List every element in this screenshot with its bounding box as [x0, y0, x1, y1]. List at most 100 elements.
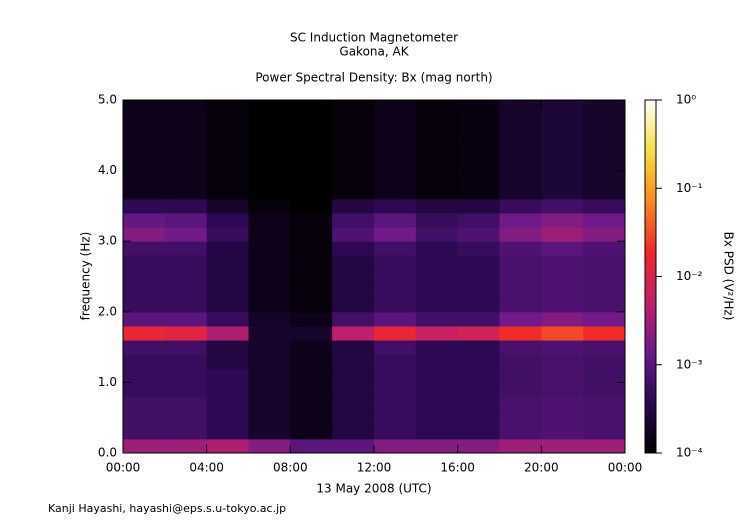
- heatmap-cell: [457, 297, 500, 313]
- heatmap-cell: [541, 142, 584, 157]
- heatmap-cell: [457, 396, 500, 412]
- heatmap-cell: [290, 170, 333, 186]
- heatmap-cell: [123, 424, 166, 440]
- heatmap-cell: [374, 424, 417, 440]
- heatmap-cell: [541, 311, 584, 327]
- heatmap-cell: [374, 340, 417, 355]
- heatmap-cell: [415, 311, 459, 327]
- heatmap-cell: [164, 325, 208, 341]
- heatmap-cell: [164, 128, 208, 143]
- heatmap-cell: [374, 368, 417, 383]
- heatmap-cell: [164, 396, 208, 412]
- heatmap-cell: [290, 354, 333, 369]
- heatmap-cell: [415, 184, 459, 200]
- heatmap-cell: [541, 184, 584, 200]
- heatmap-cell: [248, 255, 291, 270]
- heatmap-cell: [206, 170, 249, 186]
- heatmap-cell: [541, 438, 584, 454]
- heatmap-cell: [374, 325, 417, 341]
- y-tick-label: 4.0: [98, 163, 117, 177]
- heatmap-cell: [206, 410, 249, 426]
- heatmap-cell: [499, 227, 542, 242]
- heatmap-cell: [332, 340, 375, 355]
- heatmap-cell: [290, 156, 333, 172]
- heatmap-cell: [374, 128, 417, 143]
- heatmap-cell: [206, 438, 249, 454]
- heatmap-cell: [457, 382, 500, 398]
- heatmap-cell: [332, 325, 375, 341]
- heatmap-cell: [457, 156, 500, 172]
- heatmap-cell: [206, 255, 249, 270]
- heatmap-cell: [583, 184, 626, 200]
- heatmap-cell: [164, 438, 208, 454]
- heatmap-cell: [415, 410, 459, 426]
- heatmap-cell: [415, 368, 459, 383]
- heatmap-cell: [206, 156, 249, 172]
- heatmap-cell: [332, 142, 375, 157]
- heatmap-cell: [290, 368, 333, 383]
- heatmap-cell: [248, 198, 291, 214]
- heatmap-cell: [206, 283, 249, 299]
- colorbar-label: Bx PSD (V²/Hz): [722, 232, 736, 321]
- heatmap-cell: [248, 297, 291, 313]
- heatmap-cell: [541, 212, 584, 228]
- heatmap-cell: [374, 311, 417, 327]
- heatmap-cell: [290, 100, 333, 115]
- heatmap-cell: [248, 340, 291, 355]
- heatmap-cell: [374, 255, 417, 270]
- heatmap-cell: [541, 382, 584, 398]
- heatmap-cell: [164, 410, 208, 426]
- heatmap-cell: [415, 283, 459, 299]
- heatmap-cell: [374, 114, 417, 129]
- heatmap-cell: [541, 396, 584, 412]
- heatmap-cell: [332, 396, 375, 412]
- colorbar: [644, 99, 657, 454]
- heatmap-cell: [164, 241, 208, 256]
- heatmap-cell: [499, 170, 542, 186]
- heatmap-cell: [248, 410, 291, 426]
- heatmap-cell: [206, 227, 249, 242]
- heatmap-cell: [374, 227, 417, 242]
- x-axis-label: 13 May 2008 (UTC): [316, 482, 431, 496]
- heatmap-cell: [415, 382, 459, 398]
- heatmap-cell: [583, 382, 626, 398]
- heatmap-cell: [206, 241, 249, 256]
- colorbar-tick-label: 10⁰: [676, 93, 696, 107]
- heatmap-cell: [290, 241, 333, 256]
- heatmap-cell: [415, 354, 459, 369]
- heatmap-cell: [248, 241, 291, 256]
- chart-subtitle: Power Spectral Density: Bx (mag north): [255, 71, 492, 85]
- colorbar-tick-label: 10⁻²: [676, 269, 703, 283]
- heatmap-cell: [541, 100, 584, 115]
- y-tick-label: 0.0: [98, 446, 117, 460]
- heatmap-cell: [290, 311, 333, 327]
- heatmap-cell: [332, 100, 375, 115]
- heatmap-cell: [457, 170, 500, 186]
- heatmap-cell: [583, 283, 626, 299]
- heatmap-cell: [499, 156, 542, 172]
- heatmap-cell: [290, 283, 333, 299]
- heatmap-cell: [248, 212, 291, 228]
- heatmap-cell: [415, 424, 459, 440]
- heatmap-cell: [248, 311, 291, 327]
- heatmap-cell: [499, 297, 542, 313]
- heatmap-cell: [499, 311, 542, 327]
- heatmap-cell: [164, 354, 208, 369]
- heatmap-cell: [499, 255, 542, 270]
- heatmap-cell: [583, 368, 626, 383]
- heatmap-cell: [583, 227, 626, 242]
- x-tick-label: 04:00: [189, 461, 224, 475]
- heatmap-cell: [248, 424, 291, 440]
- heatmap-cell: [583, 156, 626, 172]
- heatmap-cell: [499, 128, 542, 143]
- heatmap-cell: [541, 269, 584, 285]
- heatmap-cell: [290, 269, 333, 285]
- heatmap-cell: [374, 269, 417, 285]
- heatmap-cell: [583, 128, 626, 143]
- heatmap-cell: [123, 156, 166, 172]
- heatmap-cell: [332, 410, 375, 426]
- heatmap-cell: [206, 368, 249, 383]
- heatmap-cell: [206, 198, 249, 214]
- heatmap-cell: [374, 170, 417, 186]
- heatmap-cell: [499, 198, 542, 214]
